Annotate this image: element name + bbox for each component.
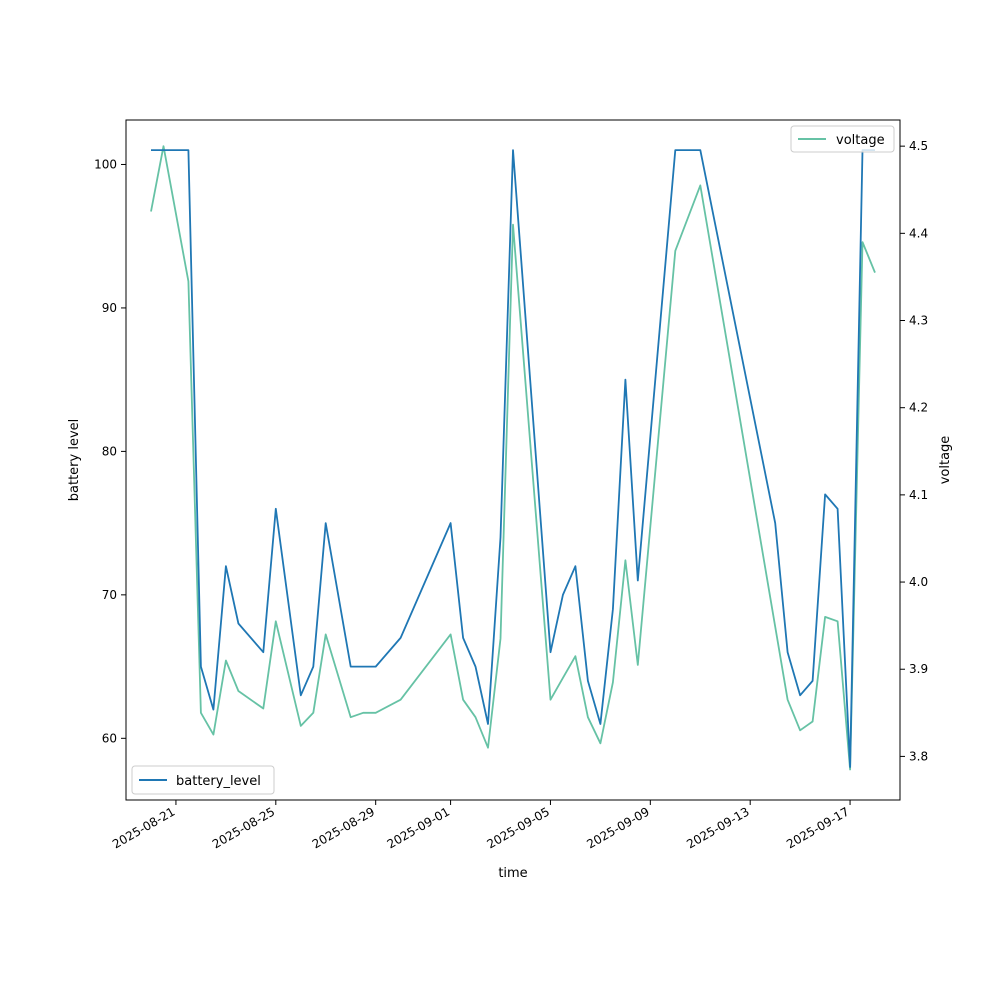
y2-tick-label: 4.0 bbox=[909, 575, 928, 589]
x-axis-label: time bbox=[498, 866, 527, 881]
y2-tick-label: 4.1 bbox=[909, 488, 928, 502]
y2-axis-label: voltage bbox=[938, 436, 953, 485]
y2-tick-label: 3.9 bbox=[909, 662, 928, 676]
series-layer bbox=[150, 145, 876, 771]
y2-tick-label: 3.8 bbox=[909, 749, 928, 763]
series-line-voltage bbox=[150, 145, 876, 771]
legend-box bbox=[131, 765, 275, 795]
legend-label: voltage bbox=[836, 133, 885, 148]
legend-voltage: voltage bbox=[790, 125, 895, 153]
y-axis-ticks: 60 70 80 90 100 bbox=[94, 157, 126, 745]
y2-tick-label: 4.3 bbox=[909, 314, 928, 328]
y2-axis-ticks: 3.8 3.9 4.0 4.1 4.2 4.3 4.4 4.5 bbox=[900, 139, 928, 763]
legend-box bbox=[790, 125, 895, 153]
series-line-battery-level bbox=[151, 149, 875, 768]
legend-battery-level: battery_level bbox=[131, 765, 275, 795]
y-axis-label: battery level bbox=[67, 419, 82, 502]
legend-label: battery_level bbox=[176, 774, 261, 789]
y-tick-label: 90 bbox=[102, 301, 117, 315]
y2-tick-label: 4.5 bbox=[909, 139, 928, 153]
y-tick-label: 100 bbox=[94, 157, 117, 171]
y-tick-label: 80 bbox=[102, 444, 117, 458]
y-tick-label: 60 bbox=[102, 731, 117, 745]
y2-tick-label: 4.2 bbox=[909, 401, 928, 415]
y-tick-label: 70 bbox=[102, 588, 117, 602]
y2-tick-label: 4.4 bbox=[909, 226, 928, 240]
plot-frame bbox=[125, 119, 901, 801]
